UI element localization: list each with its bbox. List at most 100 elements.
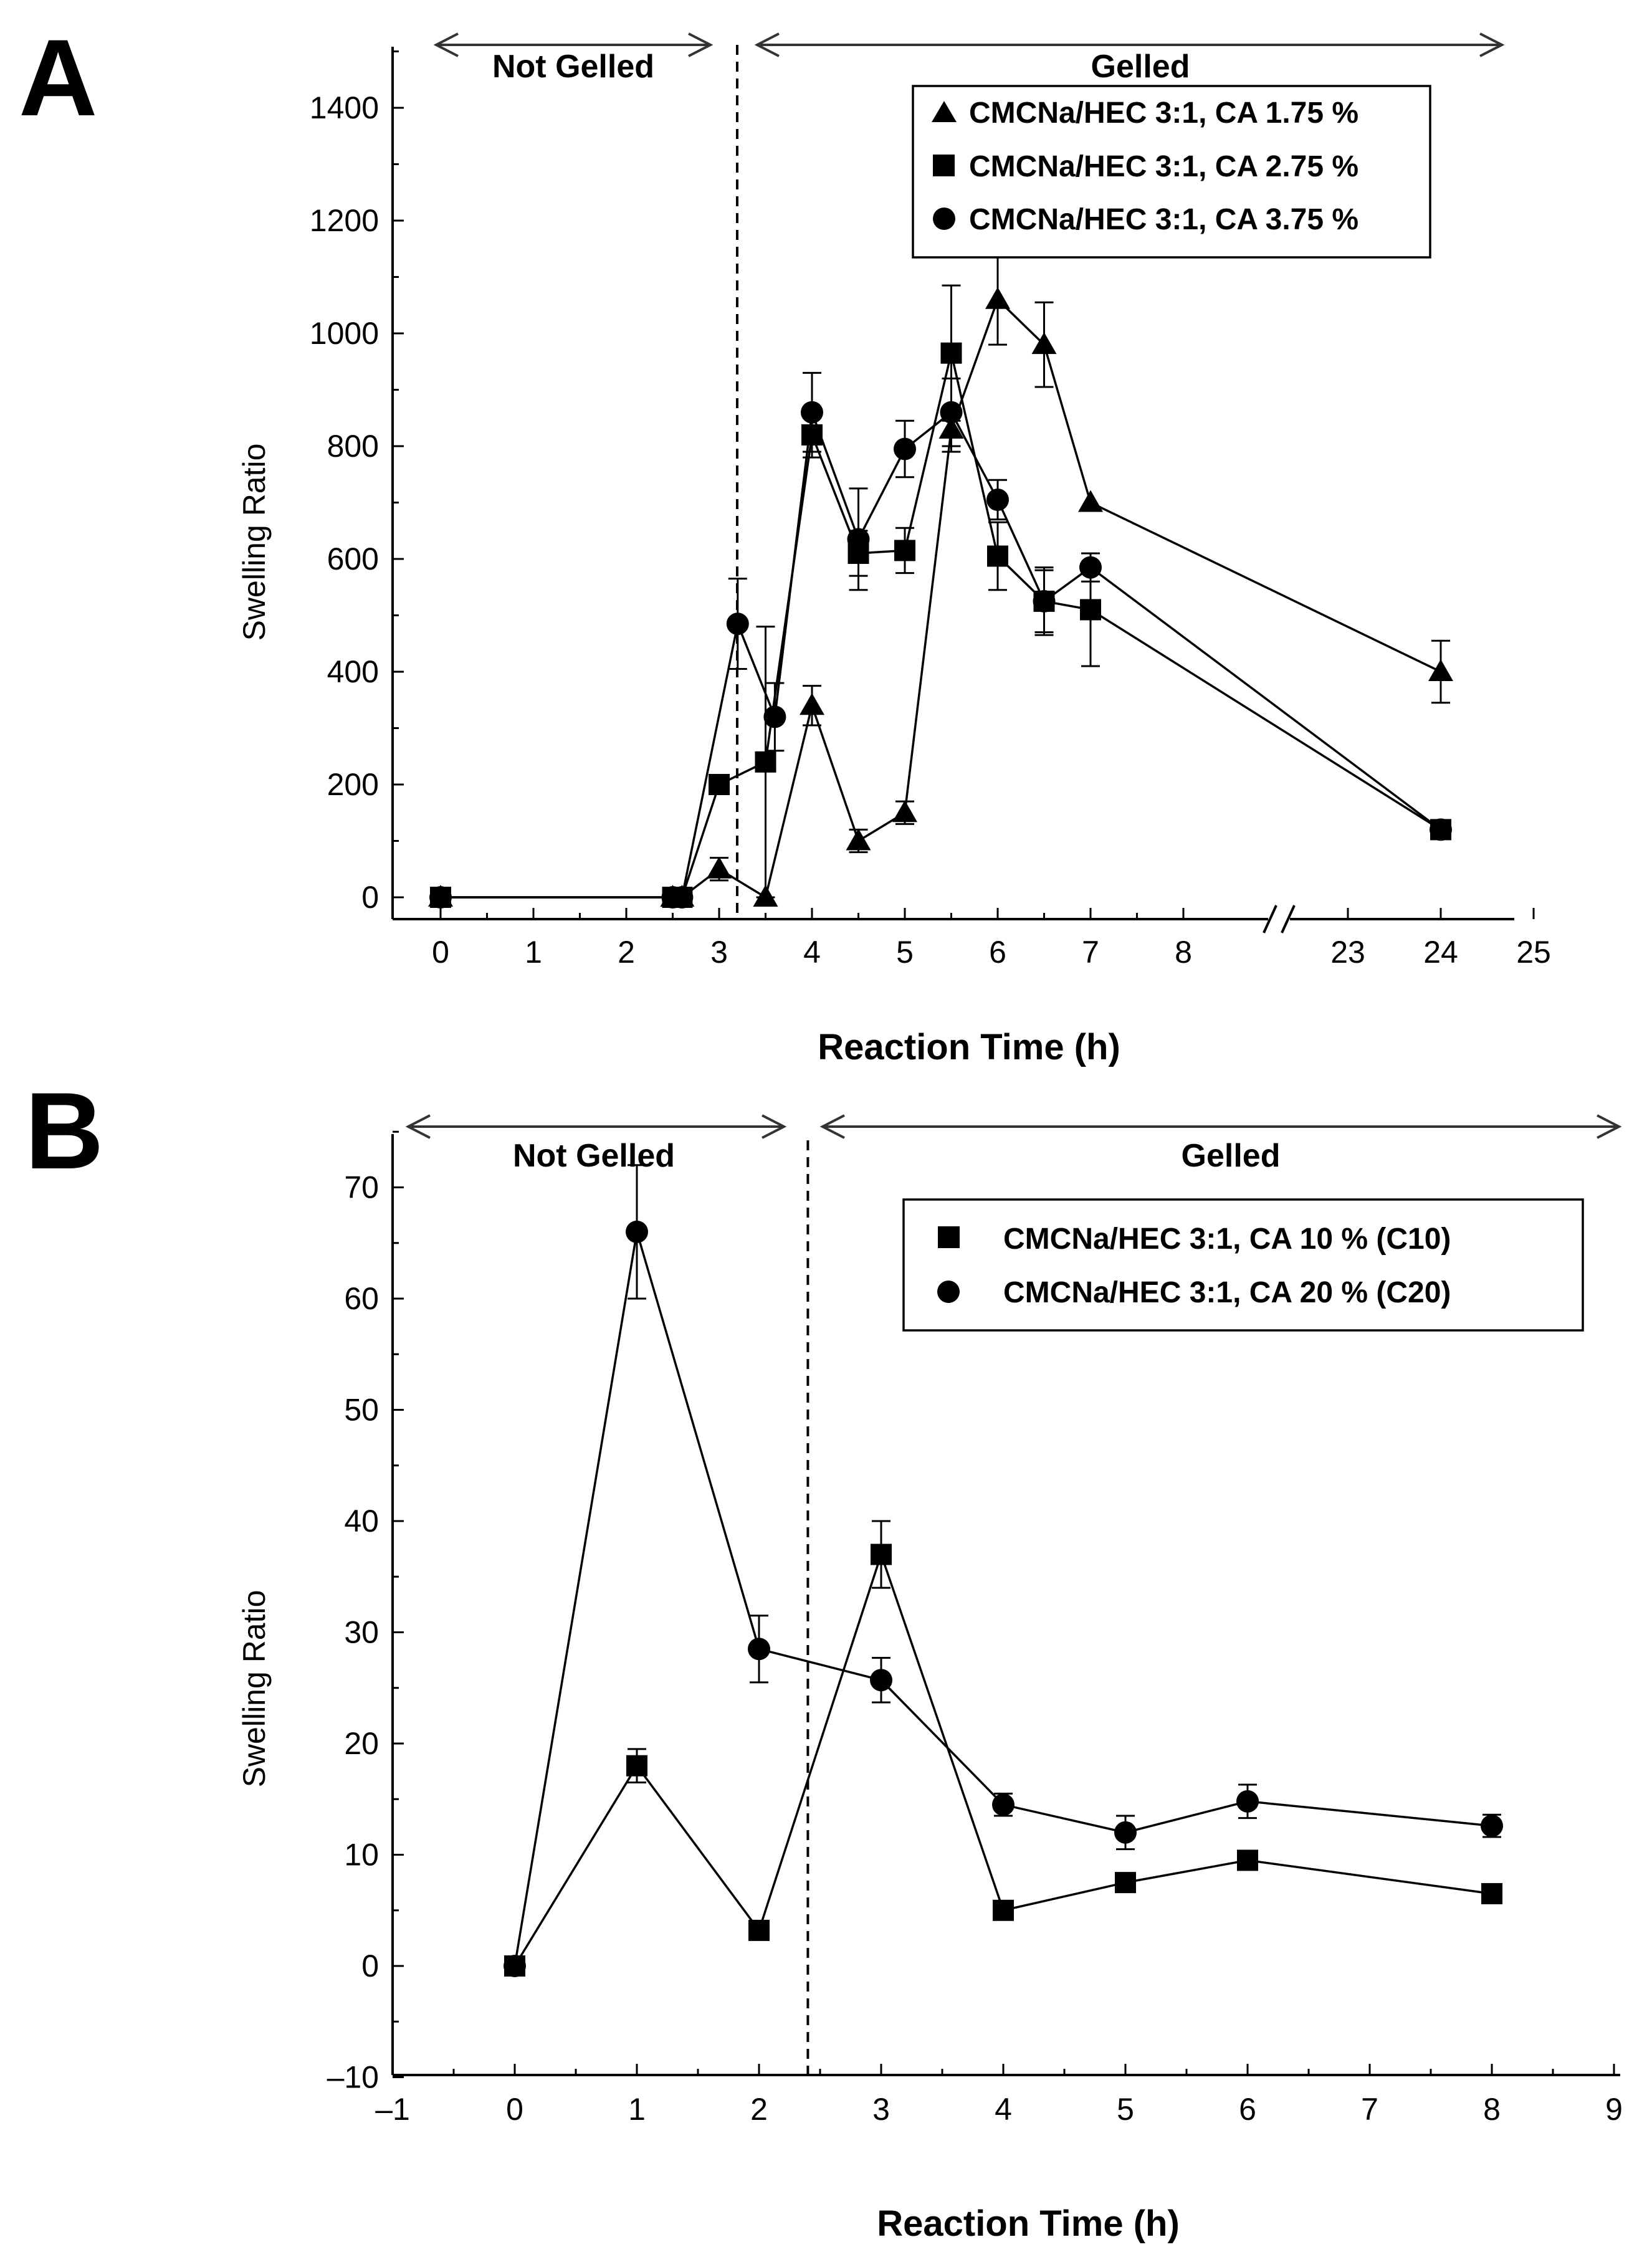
series-line-a-1	[441, 297, 1441, 899]
series-line-a-2	[441, 353, 1441, 899]
x-tick-label-b: 3	[872, 2092, 890, 2127]
data-point-b-1	[871, 1543, 892, 1565]
y-tick-label-b: 50	[344, 1393, 379, 1428]
y-axis-title-b: Swelling Ratio	[237, 1590, 272, 1788]
x-tick-label-a: 24	[1423, 935, 1458, 970]
x-tick-label-a: 25	[1516, 935, 1551, 970]
y-tick-label-b: 20	[344, 1726, 379, 1761]
data-point-a-1	[846, 828, 871, 851]
legend-b-circle-marker	[937, 1281, 960, 1303]
x-tick-label-a: 23	[1330, 935, 1365, 970]
y-tick-label-a: 400	[327, 654, 379, 689]
data-point-a-2	[987, 545, 1008, 567]
series-line-b-2	[513, 1231, 1492, 1967]
data-point-a-1	[1078, 490, 1103, 512]
x-tick-label-b: 6	[1239, 2092, 1256, 2127]
data-point-a-3	[1430, 818, 1452, 841]
x-tick-label-a: 1	[525, 935, 542, 970]
data-point-b-2	[504, 1955, 526, 1977]
data-point-a-3	[986, 488, 1009, 511]
y-tick-label-a: 1000	[310, 316, 379, 351]
data-point-b-1	[1237, 1849, 1258, 1871]
legend-a-series-2-label: CMCNa/HEC 3:1, CA 2.75 %	[969, 150, 1358, 183]
plot-area-a	[428, 253, 1453, 909]
data-point-a-1	[707, 856, 732, 879]
data-point-b-2	[748, 1638, 770, 1661]
legend-b-series-2-label: CMCNa/HEC 3:1, CA 20 % (C20)	[1003, 1276, 1451, 1309]
series-line-b-1	[513, 1551, 1492, 1967]
data-point-b-2	[870, 1669, 892, 1692]
y-tick-label-a: 0	[361, 880, 379, 915]
data-point-b-1	[626, 1755, 647, 1777]
data-point-b-1	[1481, 1882, 1502, 1904]
panel-b-letter: B	[25, 1071, 103, 1192]
panel-a: A Not Gelled Gelled 02004006008001000120…	[19, 17, 1551, 1067]
x-tick-label-a: 0	[432, 935, 449, 970]
data-point-a-2	[894, 540, 915, 561]
x-tick-label-a: 2	[618, 935, 635, 970]
y-tick-label-b: 40	[344, 1504, 379, 1539]
y-tick-label-b: 60	[344, 1281, 379, 1316]
legend-a-box	[912, 85, 1431, 259]
x-tick-label-b: 1	[628, 2092, 646, 2127]
x-tick-label-a: 6	[989, 935, 1006, 970]
x-tick-label-a: 4	[803, 935, 821, 970]
legend-a-triangle-marker	[932, 101, 957, 122]
x-tick-label-b: 7	[1361, 2092, 1378, 2127]
data-point-a-3	[763, 705, 786, 728]
data-point-b-2	[992, 1793, 1015, 1816]
data-point-a-2	[755, 751, 776, 773]
legend-a: CMCNa/HEC 3:1, CA 1.75 % CMCNa/HEC 3:1, …	[912, 85, 1431, 259]
data-point-a-3	[1033, 589, 1056, 613]
gelled-label-a: Gelled	[1091, 49, 1190, 85]
data-point-a-3	[671, 886, 694, 909]
series-line-a-3	[441, 411, 1442, 899]
legend-a-series-1-label: CMCNa/HEC 3:1, CA 1.75 %	[969, 97, 1358, 130]
data-point-a-3	[940, 401, 963, 424]
data-point-a-1	[1031, 332, 1057, 355]
x-tick-label-a: 7	[1082, 935, 1099, 970]
y-tick-label-b: –10	[327, 2060, 379, 2095]
data-point-a-2	[709, 774, 730, 795]
plot-area-b	[504, 1164, 1503, 1977]
gelled-label-b: Gelled	[1182, 1138, 1281, 1174]
data-point-a-2	[1080, 599, 1101, 621]
panel-a-letter: A	[19, 17, 97, 139]
gelled-arrow-a	[754, 32, 1505, 57]
data-point-b-1	[993, 1899, 1014, 1921]
x-tick-label-b: 2	[750, 2092, 768, 2127]
data-point-a-1	[985, 287, 1010, 309]
data-point-a-3	[429, 886, 452, 909]
y-tick-label-b: 0	[361, 1949, 379, 1983]
axis-break-mark-2	[1281, 905, 1296, 933]
data-point-a-2	[940, 342, 962, 364]
y-tick-label-a: 600	[327, 541, 379, 576]
legend-b: CMCNa/HEC 3:1, CA 10 % (C10) CMCNa/HEC 3…	[902, 1198, 1584, 1332]
x-tick-label-a: 5	[896, 935, 914, 970]
data-point-a-1	[1428, 659, 1453, 681]
x-tick-label-b: 0	[506, 2092, 523, 2127]
y-tick-label-b: 10	[344, 1838, 379, 1872]
not-gelled-label-b: Not Gelled	[513, 1138, 675, 1174]
data-point-a-3	[726, 613, 749, 636]
y-tick-label-a: 1200	[310, 203, 379, 238]
x-axis-title-b: Reaction Time (h)	[877, 2203, 1180, 2244]
x-axis-title-a: Reaction Time (h)	[818, 1027, 1120, 1067]
data-point-b-2	[1114, 1821, 1137, 1844]
panel-b: B Not Gelled Gelled –10010203040506070–1…	[25, 1071, 1623, 2244]
legend-b-series-1-label: CMCNa/HEC 3:1, CA 10 % (C10)	[1003, 1223, 1451, 1256]
data-point-b-1	[748, 1919, 770, 1941]
x-tick-label-a: 8	[1175, 935, 1192, 970]
data-point-a-3	[801, 401, 823, 424]
data-point-b-2	[1236, 1790, 1259, 1813]
data-point-b-1	[1115, 1872, 1136, 1894]
not-gelled-label-a: Not Gelled	[492, 49, 654, 85]
y-tick-label-b: 30	[344, 1615, 379, 1650]
axis-break-mark-1	[1263, 905, 1277, 933]
data-point-b-2	[1481, 1815, 1503, 1838]
x-tick-label-b: 5	[1117, 2092, 1134, 2127]
data-point-a-3	[1079, 556, 1102, 579]
